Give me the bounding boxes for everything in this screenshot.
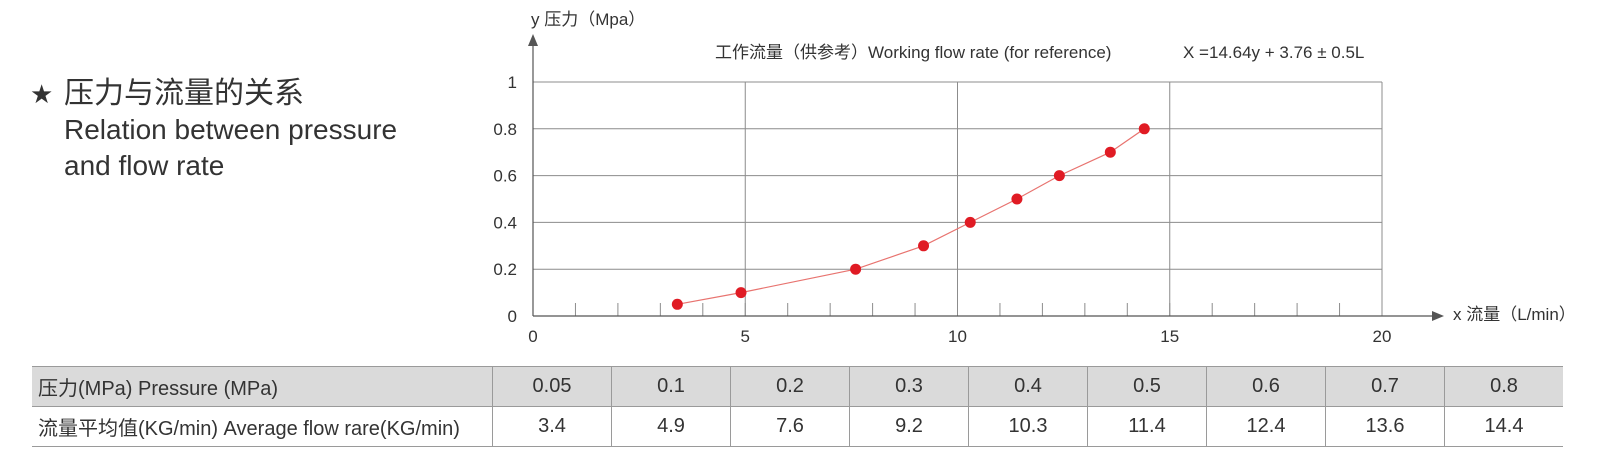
x-tick-label: 20 bbox=[1373, 327, 1392, 346]
y-tick-label: 0.6 bbox=[493, 167, 517, 186]
x-tick-label: 0 bbox=[528, 327, 537, 346]
data-point bbox=[671, 298, 683, 310]
x-tick-label: 5 bbox=[741, 327, 750, 346]
chart-formula: X =14.64y + 3.76 ± 0.5L bbox=[1183, 43, 1364, 62]
flow-row: 流量平均值(KG/min) Average flow rare(KG/min) 3… bbox=[32, 406, 1563, 447]
y-tick-label: 1 bbox=[508, 73, 517, 92]
data-point bbox=[1053, 170, 1065, 182]
table-cell: 3.4 bbox=[492, 406, 612, 447]
heading-title-cn: 压力与流量的关系 bbox=[64, 77, 304, 110]
section-heading: ★ 压力与流量的关系 Relation between pressure and… bbox=[30, 76, 397, 184]
table-cell: 7.6 bbox=[730, 406, 850, 447]
table-cell: 0.8 bbox=[1444, 366, 1563, 407]
table-cell: 0.6 bbox=[1206, 366, 1326, 407]
y-tick-label: 0.8 bbox=[493, 120, 517, 139]
data-point bbox=[918, 240, 930, 252]
x-axis-label: x 流量（L/min） bbox=[1453, 305, 1576, 324]
table-cell: 0.3 bbox=[849, 366, 969, 407]
chart-grid bbox=[533, 81, 1383, 316]
row-label: 流量平均值(KG/min) Average flow rare(KG/min) bbox=[32, 406, 493, 447]
table-cell: 4.9 bbox=[611, 406, 731, 447]
table-cell: 0.1 bbox=[611, 366, 731, 407]
star-icon: ★ bbox=[30, 79, 54, 109]
table-cell: 12.4 bbox=[1206, 406, 1326, 447]
heading-title-en-2: and flow rate bbox=[64, 150, 225, 181]
chart-title: 工作流量（供参考）Working flow rate (for referenc… bbox=[715, 43, 1111, 62]
table-body: 压力(MPa) Pressure (MPa) 0.05 0.1 0.2 0.3 0.4 0.… bbox=[32, 366, 1563, 447]
table-cell: 0.7 bbox=[1325, 366, 1445, 407]
y-axis-arrow bbox=[528, 34, 538, 46]
data-point bbox=[735, 287, 747, 299]
data-point bbox=[1104, 146, 1116, 158]
y-axis-label: y 压力（Mpa） bbox=[531, 10, 645, 29]
table-cell: 0.5 bbox=[1087, 366, 1207, 407]
x-tick-label: 10 bbox=[948, 327, 967, 346]
data-point bbox=[1011, 193, 1023, 205]
data-point bbox=[850, 263, 862, 275]
table-cell: 0.05 bbox=[492, 366, 612, 407]
pressure-flow-chart: 00.20.40.60.810 5 10 15 20 工作流量（供参考）Working … bbox=[493, 10, 1576, 346]
heading-cn-line: ★ 压力与流量的关系 bbox=[30, 76, 397, 112]
y-tick-label: 0.4 bbox=[493, 213, 517, 232]
data-point bbox=[964, 216, 976, 228]
table-cell: 14.4 bbox=[1444, 406, 1563, 447]
table-cell: 9.2 bbox=[849, 406, 969, 447]
x-tick-label: 15 bbox=[1160, 327, 1179, 346]
heading-title-en-1: Relation between pressure bbox=[64, 114, 398, 145]
table-cell: 0.2 bbox=[730, 366, 850, 407]
y-tick-label: 0 bbox=[508, 307, 517, 326]
series-line bbox=[677, 128, 1145, 305]
x-axis-arrow bbox=[1432, 311, 1444, 321]
table-cell: 0.4 bbox=[968, 366, 1088, 407]
table-cell: 13.6 bbox=[1325, 406, 1445, 447]
pressure-flow-table: 压力(MPa) Pressure (MPa) 0.05 0.1 0.2 0.3 0.4 0.… bbox=[32, 366, 1563, 447]
pressure-row: 压力(MPa) Pressure (MPa) 0.05 0.1 0.2 0.3 0.4 0.… bbox=[32, 366, 1563, 407]
chart-axes: 00.20.40.60.810 5 10 15 20 bbox=[493, 34, 1444, 346]
row-label: 压力(MPa) Pressure (MPa) bbox=[32, 366, 493, 407]
table-cell: 10.3 bbox=[968, 406, 1088, 447]
y-tick-label: 0.2 bbox=[493, 260, 517, 279]
table-cell: 11.4 bbox=[1087, 406, 1207, 447]
chart-series bbox=[671, 123, 1150, 310]
data-point bbox=[1138, 123, 1150, 135]
